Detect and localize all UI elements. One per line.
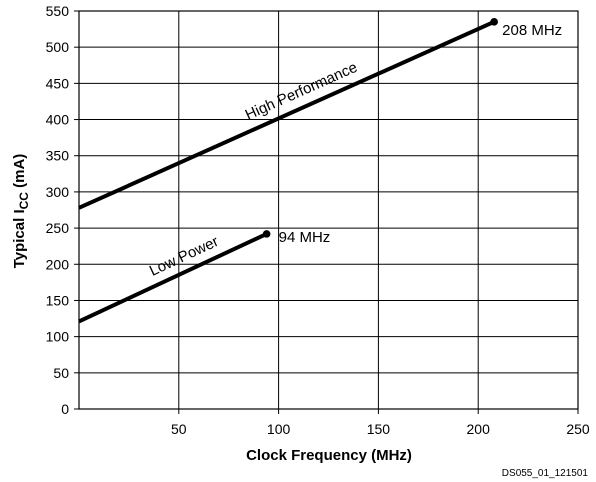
x-tick-label: 150 — [367, 421, 391, 437]
figure-code: DS055_01_121501 — [502, 468, 589, 479]
series-end-label: 94 MHz — [279, 229, 331, 246]
y-tick-labels: 0 50 100 150 200 250 300 350 400 450 500 550 — [46, 3, 79, 417]
series-end-marker — [490, 18, 498, 26]
x-tick-label: 100 — [267, 421, 291, 437]
x-tick-label: 50 — [171, 421, 187, 437]
y-tick-label: 400 — [46, 112, 70, 128]
series-line — [78, 20, 495, 210]
series-end-marker — [262, 230, 271, 238]
x-axis-title: Clock Frequency (MHz) — [246, 447, 412, 464]
y-tick-label: 50 — [53, 365, 69, 381]
x-tick-label: 200 — [467, 421, 491, 437]
y-tick-label: 500 — [46, 39, 70, 55]
y-tick-label: 550 — [46, 3, 70, 19]
plot-border — [78, 10, 579, 410]
plot-frame — [78, 10, 579, 410]
y-tick-label: 300 — [46, 184, 70, 200]
y-tick-label: 100 — [46, 329, 70, 345]
y-axis-title: Typical ICC (mA) — [11, 154, 31, 269]
x-tick-label: 250 — [566, 421, 590, 437]
x-tick-labels: 50 100 150 200 250 — [171, 409, 590, 437]
y-tick-label: 0 — [61, 401, 69, 417]
y-tick-label: 350 — [46, 148, 70, 164]
series-line — [78, 232, 268, 324]
y-tick-label: 250 — [46, 220, 70, 236]
series-end-label: 208 MHz — [502, 22, 562, 39]
y-tick-label: 200 — [46, 256, 70, 272]
y-tick-label: 450 — [46, 75, 70, 91]
y-tick-label: 150 — [46, 292, 70, 308]
